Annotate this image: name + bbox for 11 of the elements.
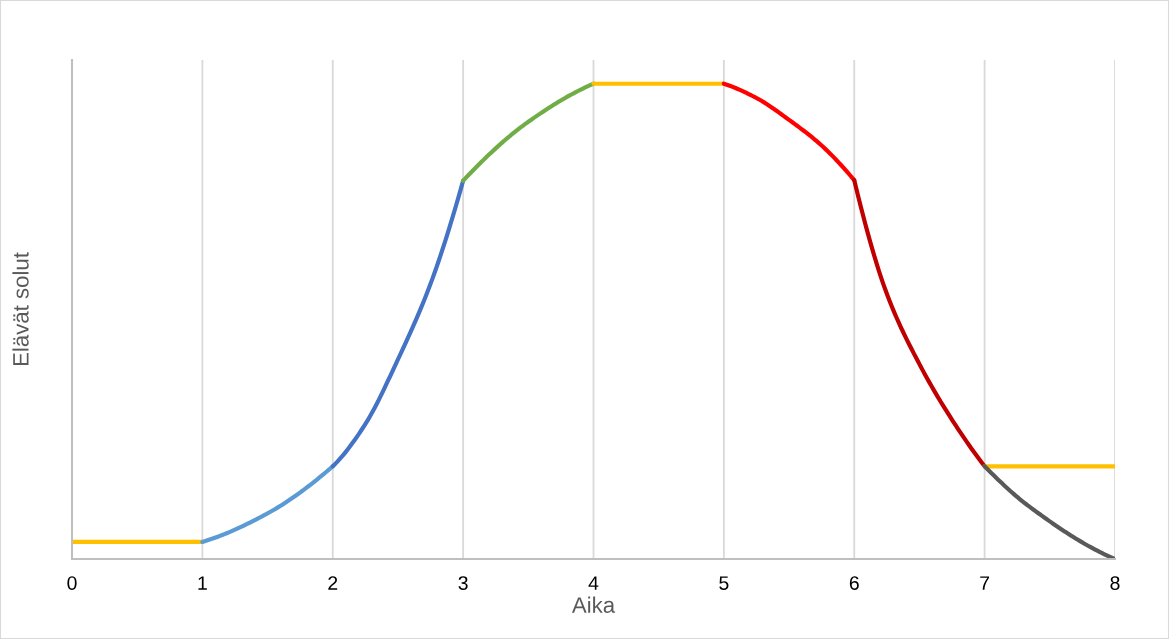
x-tick-label: 7: [980, 576, 990, 590]
x-tick-label: 6: [849, 576, 859, 590]
y-axis-title: Elävät solut: [12, 252, 29, 366]
x-tick-label: 2: [328, 576, 338, 590]
x-tick-label: 5: [719, 576, 729, 590]
x-tick-label: 3: [458, 576, 468, 590]
x-axis-title: Aika: [571, 596, 616, 613]
x-tick-label: 1: [198, 576, 207, 590]
x-tick-label: 8: [1110, 576, 1120, 590]
x-tick-label: 4: [588, 576, 599, 590]
x-tick-label: 0: [67, 576, 77, 590]
